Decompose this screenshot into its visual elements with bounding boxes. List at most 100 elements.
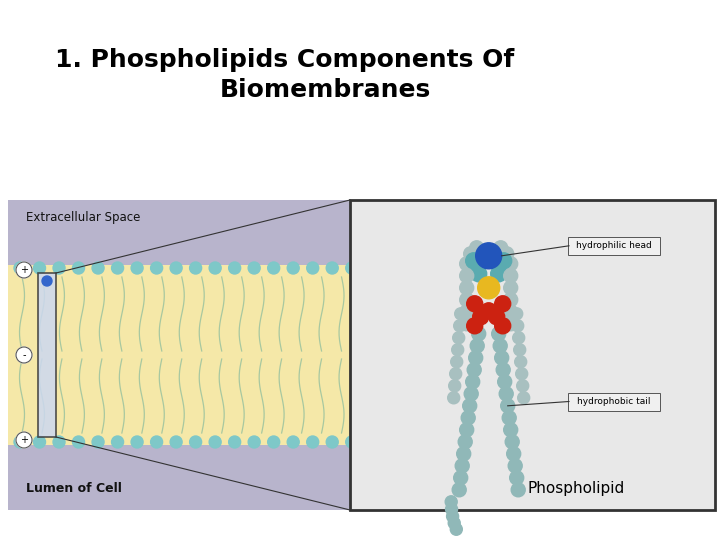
Circle shape xyxy=(405,262,416,274)
Circle shape xyxy=(73,262,84,274)
Text: +: + xyxy=(20,265,28,275)
Circle shape xyxy=(513,332,525,344)
Circle shape xyxy=(170,436,182,448)
Circle shape xyxy=(472,327,486,341)
Circle shape xyxy=(477,277,500,299)
Circle shape xyxy=(467,296,482,312)
Circle shape xyxy=(16,262,32,278)
Circle shape xyxy=(541,436,553,448)
Circle shape xyxy=(496,363,510,377)
Circle shape xyxy=(482,436,495,448)
Circle shape xyxy=(92,436,104,448)
Bar xyxy=(38,273,56,437)
Circle shape xyxy=(459,317,474,331)
Circle shape xyxy=(504,257,518,271)
Circle shape xyxy=(459,257,474,271)
Text: 1. Phospholipids Components Of: 1. Phospholipids Components Of xyxy=(55,48,514,72)
Circle shape xyxy=(658,262,670,274)
Circle shape xyxy=(462,411,475,425)
Circle shape xyxy=(464,387,478,401)
Circle shape xyxy=(639,436,650,448)
Circle shape xyxy=(268,262,279,274)
Circle shape xyxy=(512,320,523,332)
Circle shape xyxy=(499,387,513,401)
Circle shape xyxy=(268,436,279,448)
Circle shape xyxy=(451,344,464,356)
Circle shape xyxy=(34,262,45,274)
Circle shape xyxy=(473,309,489,325)
Text: Lumen of Cell: Lumen of Cell xyxy=(26,482,122,495)
Circle shape xyxy=(459,293,474,307)
Circle shape xyxy=(493,339,507,353)
Circle shape xyxy=(445,496,457,508)
Circle shape xyxy=(489,309,505,325)
Circle shape xyxy=(470,339,484,353)
Circle shape xyxy=(384,262,397,274)
Circle shape xyxy=(16,432,32,448)
Circle shape xyxy=(516,368,528,380)
Circle shape xyxy=(444,262,455,274)
Circle shape xyxy=(456,447,471,461)
Circle shape xyxy=(229,436,240,448)
Circle shape xyxy=(502,262,514,274)
Circle shape xyxy=(658,436,670,448)
Circle shape xyxy=(466,375,480,389)
Circle shape xyxy=(112,262,124,274)
Circle shape xyxy=(326,436,338,448)
Circle shape xyxy=(467,363,481,377)
Circle shape xyxy=(521,262,534,274)
Circle shape xyxy=(697,262,709,274)
Circle shape xyxy=(476,243,502,269)
Circle shape xyxy=(505,435,519,449)
Circle shape xyxy=(53,436,65,448)
Circle shape xyxy=(446,503,457,515)
Circle shape xyxy=(467,318,482,334)
Circle shape xyxy=(14,262,26,274)
Circle shape xyxy=(459,269,474,283)
Circle shape xyxy=(455,308,467,320)
FancyBboxPatch shape xyxy=(568,393,660,410)
Circle shape xyxy=(346,436,358,448)
Circle shape xyxy=(307,436,319,448)
Circle shape xyxy=(697,436,709,448)
Circle shape xyxy=(446,510,459,522)
Text: hydrophobic tail: hydrophobic tail xyxy=(577,397,651,406)
Circle shape xyxy=(580,436,592,448)
Circle shape xyxy=(515,356,527,368)
Circle shape xyxy=(504,423,518,437)
Circle shape xyxy=(459,423,474,437)
Circle shape xyxy=(131,436,143,448)
Circle shape xyxy=(492,327,505,341)
Circle shape xyxy=(459,305,474,319)
Circle shape xyxy=(450,368,462,380)
Circle shape xyxy=(458,435,472,449)
Circle shape xyxy=(455,459,469,473)
Circle shape xyxy=(42,276,52,286)
Circle shape xyxy=(189,262,202,274)
Circle shape xyxy=(450,523,462,535)
Circle shape xyxy=(494,241,508,255)
Circle shape xyxy=(466,253,482,269)
Circle shape xyxy=(507,447,521,461)
Circle shape xyxy=(454,471,468,485)
Circle shape xyxy=(444,436,455,448)
Circle shape xyxy=(463,436,474,448)
Circle shape xyxy=(511,483,525,497)
Circle shape xyxy=(307,262,319,274)
Circle shape xyxy=(504,317,518,331)
Bar xyxy=(8,200,715,510)
Circle shape xyxy=(92,262,104,274)
Circle shape xyxy=(287,262,300,274)
Circle shape xyxy=(517,380,528,392)
Circle shape xyxy=(14,436,26,448)
Circle shape xyxy=(495,318,510,334)
Circle shape xyxy=(384,436,397,448)
Circle shape xyxy=(510,471,523,485)
Circle shape xyxy=(619,262,631,274)
Circle shape xyxy=(600,436,611,448)
Circle shape xyxy=(112,436,124,448)
Bar xyxy=(8,265,715,445)
Bar xyxy=(350,200,715,510)
Circle shape xyxy=(287,436,300,448)
Circle shape xyxy=(500,399,515,413)
